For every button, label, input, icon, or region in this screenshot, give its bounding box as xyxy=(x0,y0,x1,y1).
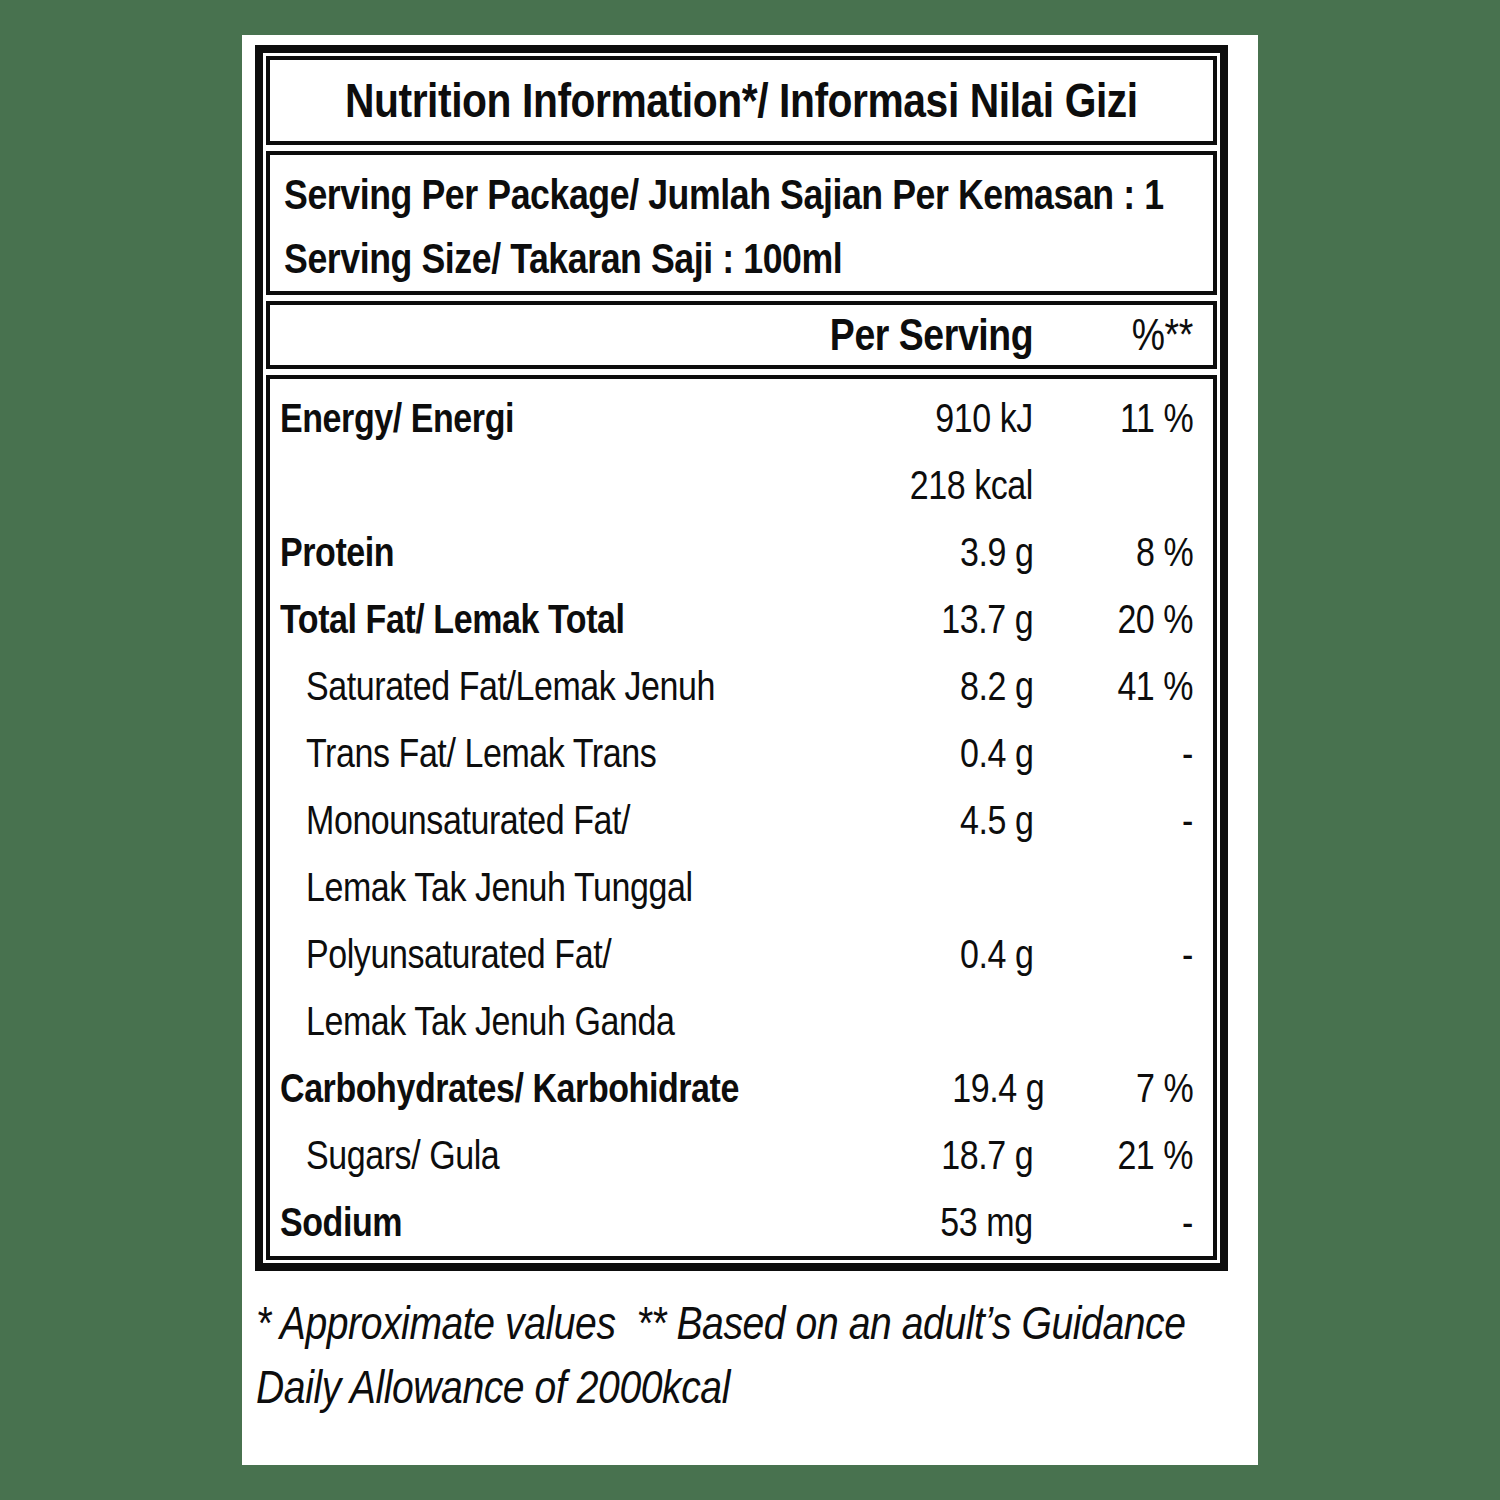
nutrient-value: 910 kJ xyxy=(793,385,1033,452)
nutrition-row: Sugars/ Gula18.7 g21 % xyxy=(270,1122,1213,1189)
nutrition-row: Carbohydrates/ Karbohidrate19.4 g7 % xyxy=(270,1055,1213,1122)
nutrition-row: Monounsaturated Fat/4.5 g- xyxy=(270,787,1213,854)
nutrient-value xyxy=(793,854,1033,921)
nutrient-percent: - xyxy=(1033,787,1213,854)
nutrition-row: Total Fat/ Lemak Total13.7 g20 % xyxy=(270,586,1213,653)
footnote-line-1: * Approximate values ** Based on an adul… xyxy=(256,1291,1256,1355)
nutrient-label: Saturated Fat/Lemak Jenuh xyxy=(270,653,793,720)
nutrition-row: Trans Fat/ Lemak Trans0.4 g- xyxy=(270,720,1213,787)
nutrient-percent: - xyxy=(1033,720,1213,787)
nutrient-label: Sodium xyxy=(270,1189,793,1256)
nutrient-label xyxy=(270,452,793,519)
nutrient-label: Energy/ Energi xyxy=(270,385,793,452)
page-title: Nutrition Information*/ Informasi Nilai … xyxy=(345,60,1138,141)
nutrition-row: Protein3.9 g8 % xyxy=(270,519,1213,586)
nutrient-value: 0.4 g xyxy=(793,720,1033,787)
nutrition-row: Energy/ Energi910 kJ11 % xyxy=(270,385,1213,452)
nutrient-percent xyxy=(1033,854,1213,921)
nutrition-label-sheet: Nutrition Information*/ Informasi Nilai … xyxy=(242,35,1258,1465)
column-header-per-serving: Per Serving xyxy=(793,310,1033,360)
nutrient-value: 218 kcal xyxy=(793,452,1033,519)
nutrient-label: Lemak Tak Jenuh Tunggal xyxy=(270,854,793,921)
nutrient-percent: - xyxy=(1033,1189,1213,1256)
nutrient-value: 18.7 g xyxy=(793,1122,1033,1189)
footnote: * Approximate values ** Based on an adul… xyxy=(256,1291,1256,1419)
nutrient-percent: 21 % xyxy=(1033,1122,1213,1189)
serving-size-line: Serving Size/ Takaran Saji : 100ml xyxy=(284,227,1213,291)
nutrient-label: Trans Fat/ Lemak Trans xyxy=(270,720,793,787)
title-section: Nutrition Information*/ Informasi Nilai … xyxy=(266,56,1217,145)
nutrition-rows-section: Energy/ Energi910 kJ11 %218 kcalProtein3… xyxy=(266,375,1217,1260)
nutrient-percent: - xyxy=(1033,921,1213,988)
nutrition-row: Polyunsaturated Fat/0.4 g- xyxy=(270,921,1213,988)
nutrient-value: 3.9 g xyxy=(793,519,1033,586)
nutrient-label: Monounsaturated Fat/ xyxy=(270,787,793,854)
nutrient-percent: 7 % xyxy=(1044,1055,1213,1122)
nutrient-percent: 11 % xyxy=(1033,385,1213,452)
nutrient-label: Carbohydrates/ Karbohidrate xyxy=(270,1055,820,1122)
serving-per-package-line: Serving Per Package/ Jumlah Sajian Per K… xyxy=(284,163,1213,227)
column-header-section: Per Serving %** xyxy=(266,301,1217,369)
nutrient-value: 0.4 g xyxy=(793,921,1033,988)
nutrient-percent: 8 % xyxy=(1033,519,1213,586)
nutrient-value: 53 mg xyxy=(793,1189,1033,1256)
nutrient-value: 19.4 g xyxy=(820,1055,1044,1122)
nutrient-label: Total Fat/ Lemak Total xyxy=(270,586,793,653)
nutrient-label: Lemak Tak Jenuh Ganda xyxy=(270,988,793,1055)
nutrient-percent xyxy=(1033,452,1213,519)
nutrient-value: 8.2 g xyxy=(793,653,1033,720)
nutrient-percent xyxy=(1033,988,1213,1055)
nutrition-row: Sodium53 mg- xyxy=(270,1189,1213,1256)
nutrient-label: Protein xyxy=(270,519,793,586)
serving-section: Serving Per Package/ Jumlah Sajian Per K… xyxy=(266,151,1217,295)
nutrient-value: 13.7 g xyxy=(793,586,1033,653)
nutrient-value xyxy=(793,988,1033,1055)
nutrition-row: Lemak Tak Jenuh Ganda xyxy=(270,988,1213,1055)
nutrient-label: Sugars/ Gula xyxy=(270,1122,793,1189)
column-header-percent: %** xyxy=(1033,310,1213,360)
footnote-line-2: Daily Allowance of 2000kcal xyxy=(256,1355,1256,1419)
nutrient-percent: 20 % xyxy=(1033,586,1213,653)
nutrition-row: 218 kcal xyxy=(270,452,1213,519)
nutrition-row: Saturated Fat/Lemak Jenuh8.2 g41 % xyxy=(270,653,1213,720)
nutrition-row: Lemak Tak Jenuh Tunggal xyxy=(270,854,1213,921)
nutrient-label: Polyunsaturated Fat/ xyxy=(270,921,793,988)
nutrition-table: Nutrition Information*/ Informasi Nilai … xyxy=(255,45,1228,1271)
nutrient-percent: 41 % xyxy=(1033,653,1213,720)
nutrient-value: 4.5 g xyxy=(793,787,1033,854)
